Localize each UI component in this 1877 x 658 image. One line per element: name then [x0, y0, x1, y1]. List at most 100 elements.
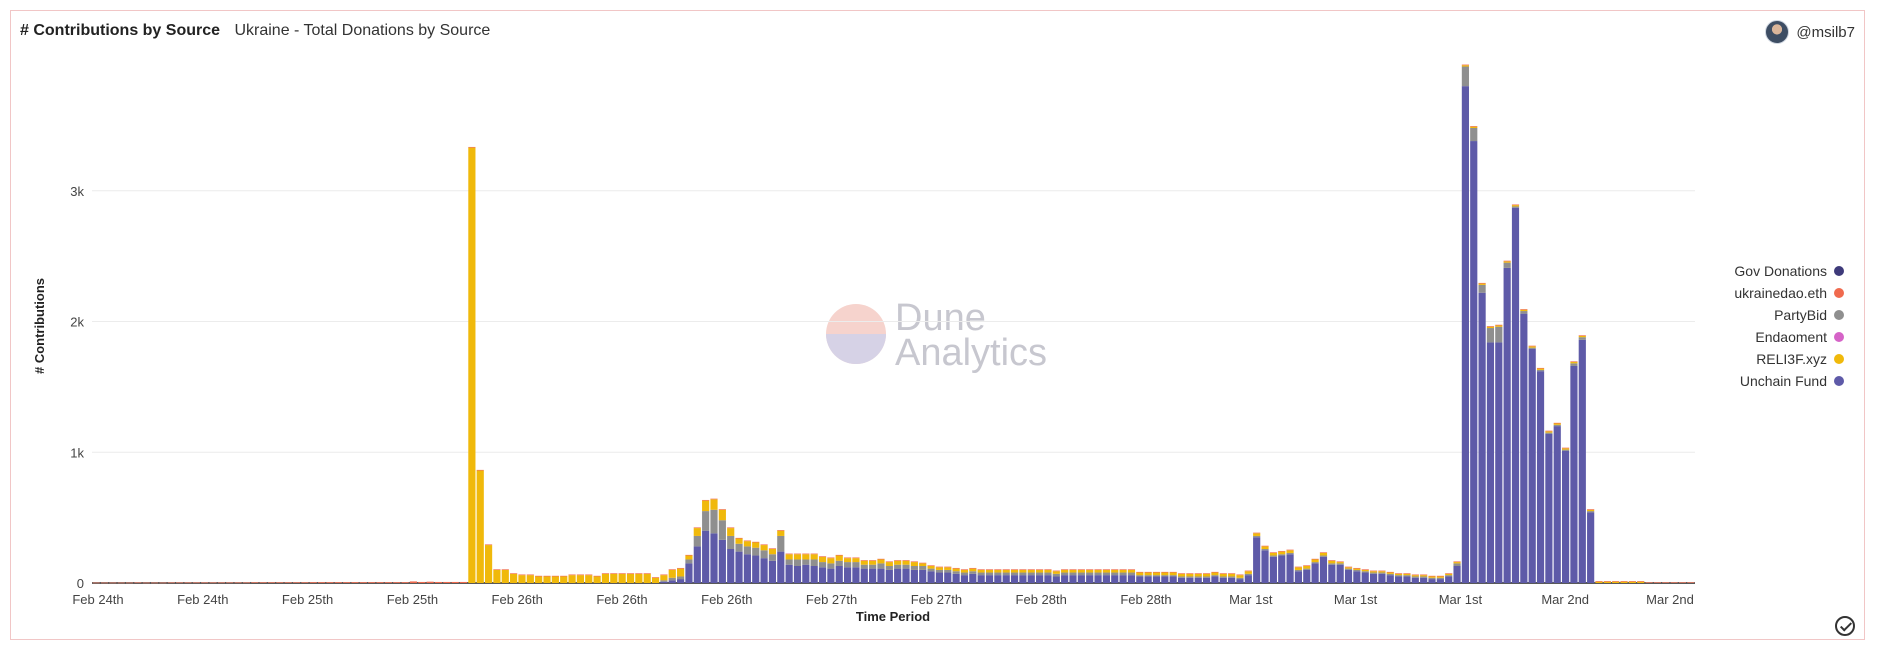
bar-segment[interactable]: [167, 582, 175, 584]
bar-segment[interactable]: [1278, 550, 1286, 552]
bar-segment[interactable]: [1536, 368, 1545, 370]
bar-segment[interactable]: [1177, 573, 1186, 577]
bar-segment[interactable]: [952, 573, 960, 583]
bar-segment[interactable]: [434, 581, 443, 583]
bar-segment[interactable]: [1553, 424, 1561, 427]
bar-segment[interactable]: [1036, 569, 1044, 570]
bar-segment[interactable]: [1653, 582, 1662, 583]
bar-segment[interactable]: [1194, 573, 1202, 577]
bar-segment[interactable]: [643, 573, 651, 583]
bar-segment[interactable]: [125, 582, 134, 584]
bar-segment[interactable]: [1612, 581, 1620, 583]
bar-segment[interactable]: [1328, 560, 1336, 564]
bar-segment[interactable]: [919, 562, 927, 564]
bar-segment[interactable]: [1570, 363, 1578, 366]
bar-segment[interactable]: [1470, 127, 1478, 142]
bar-segment[interactable]: [1094, 569, 1102, 573]
bar-segment[interactable]: [935, 569, 944, 573]
bar-segment[interactable]: [1236, 574, 1244, 576]
bar-segment[interactable]: [1336, 562, 1344, 564]
bar-segment[interactable]: [985, 572, 994, 576]
bar-segment[interactable]: [1445, 576, 1453, 583]
bar-segment[interactable]: [1553, 422, 1561, 424]
bar-segment[interactable]: [576, 574, 584, 576]
bar-segment[interactable]: [935, 566, 944, 568]
bar-segment[interactable]: [1495, 342, 1503, 583]
bar-segment[interactable]: [702, 499, 710, 501]
bar-segment[interactable]: [1587, 509, 1595, 512]
bar-segment[interactable]: [484, 544, 493, 546]
bar-segment[interactable]: [810, 554, 818, 560]
bar-segment[interactable]: [969, 567, 977, 569]
bar-segment[interactable]: [451, 581, 459, 583]
bar-segment[interactable]: [994, 569, 1002, 570]
bar-segment[interactable]: [1169, 571, 1177, 573]
bar-segment[interactable]: [1361, 569, 1369, 572]
bar-segment[interactable]: [1478, 292, 1486, 583]
bar-segment[interactable]: [1119, 569, 1127, 570]
bar-segment[interactable]: [1503, 267, 1511, 583]
bar-segment[interactable]: [969, 568, 977, 572]
bar-segment[interactable]: [643, 573, 651, 574]
bar-segment[interactable]: [852, 557, 860, 559]
bar-segment[interactable]: [1453, 561, 1461, 563]
bar-segment[interactable]: [393, 582, 401, 583]
bar-segment[interactable]: [1228, 577, 1236, 583]
bar-segment[interactable]: [910, 562, 918, 566]
bar-segment[interactable]: [635, 573, 643, 574]
bar-segment[interactable]: [1278, 551, 1286, 555]
bar-segment[interactable]: [1528, 346, 1536, 348]
bar-segment[interactable]: [977, 569, 985, 573]
bar-segment[interactable]: [1520, 309, 1528, 310]
bar-segment[interactable]: [1369, 572, 1378, 574]
bar-segment[interactable]: [184, 582, 192, 584]
bar-segment[interactable]: [852, 558, 860, 563]
bar-segment[interactable]: [1077, 569, 1085, 573]
bar-segment[interactable]: [1428, 577, 1436, 580]
bar-segment[interactable]: [1102, 569, 1110, 570]
bar-segment[interactable]: [1336, 563, 1344, 565]
bar-segment[interactable]: [760, 544, 768, 546]
bar-segment[interactable]: [1453, 566, 1461, 583]
bar-segment[interactable]: [1127, 569, 1136, 570]
bar-segment[interactable]: [1520, 313, 1528, 583]
bar-segment[interactable]: [660, 575, 668, 581]
bar-segment[interactable]: [1612, 581, 1620, 582]
bar-segment[interactable]: [1127, 569, 1136, 573]
bar-segment[interactable]: [919, 563, 927, 567]
bar-segment[interactable]: [768, 554, 777, 561]
bar-segment[interactable]: [501, 569, 509, 583]
bar-segment[interactable]: [910, 569, 918, 583]
bar-segment[interactable]: [226, 582, 234, 584]
bar-segment[interactable]: [1169, 575, 1177, 577]
bar-segment[interactable]: [468, 147, 476, 583]
bar-segment[interactable]: [292, 582, 301, 583]
bar-segment[interactable]: [1344, 566, 1353, 568]
bar-segment[interactable]: [426, 581, 434, 583]
bar-segment[interactable]: [1261, 545, 1269, 547]
bar-segment[interactable]: [693, 535, 701, 547]
bar-segment[interactable]: [1111, 569, 1119, 570]
bar-segment[interactable]: [869, 564, 877, 569]
bar-segment[interactable]: [1144, 572, 1152, 576]
bar-segment[interactable]: [1536, 367, 1545, 369]
bar-segment[interactable]: [1002, 569, 1010, 573]
bar-segment[interactable]: [969, 571, 977, 574]
legend-swatch-icon[interactable]: [1834, 354, 1844, 364]
bar-segment[interactable]: [251, 582, 259, 583]
bar-segment[interactable]: [885, 561, 893, 563]
bar-segment[interactable]: [651, 577, 660, 583]
bar-segment[interactable]: [1520, 311, 1528, 314]
bar-segment[interactable]: [151, 582, 159, 584]
bar-segment[interactable]: [777, 530, 785, 531]
bar-segment[interactable]: [1186, 573, 1194, 574]
bar-segment[interactable]: [860, 564, 868, 569]
bar-segment[interactable]: [1545, 430, 1553, 432]
bar-segment[interactable]: [1136, 576, 1144, 583]
bar-segment[interactable]: [1378, 571, 1386, 573]
bar-segment[interactable]: [626, 573, 635, 574]
bar-segment[interactable]: [1495, 324, 1503, 326]
bar-segment[interactable]: [1395, 573, 1403, 576]
bar-segment[interactable]: [1470, 126, 1478, 127]
bar-segment[interactable]: [1369, 570, 1378, 572]
